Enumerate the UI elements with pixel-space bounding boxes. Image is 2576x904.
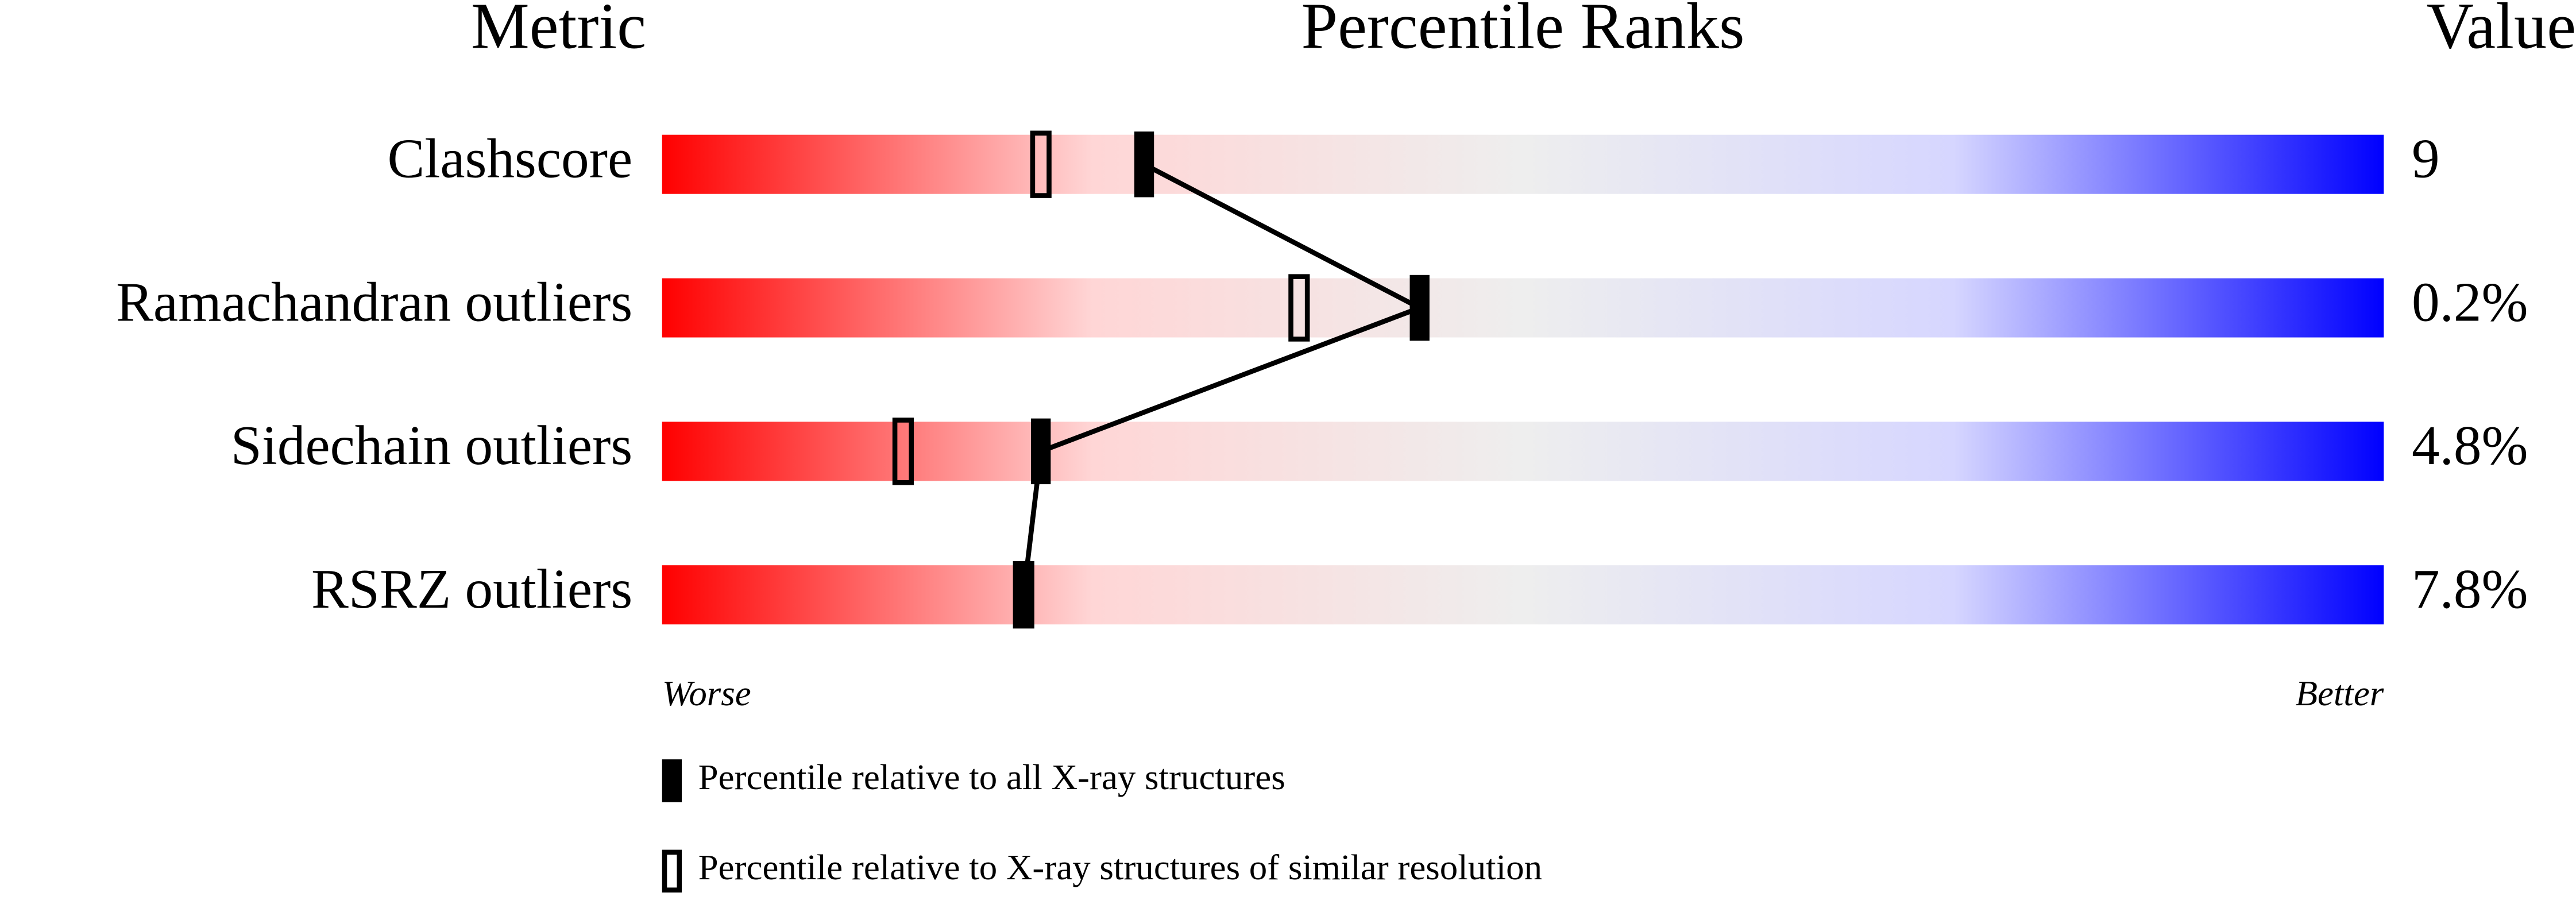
metric-label: Ramachandran outliers [116, 271, 632, 333]
legend-label: Percentile relative to all X-ray structu… [698, 757, 1285, 797]
chart-title: Percentile Ranks [1301, 0, 1745, 63]
metric-value: 4.8% [2412, 415, 2528, 477]
slider-bar [662, 422, 2384, 481]
percentile-marker-all [1031, 418, 1051, 485]
metric-value: 9 [2412, 128, 2440, 190]
value-header: Value [2427, 0, 2576, 63]
metric-header: Metric [471, 0, 646, 63]
legend-swatch [662, 849, 682, 893]
percentile-marker-all [1134, 131, 1154, 198]
percentile-marker-similar [1288, 274, 1310, 342]
metric-label: Clashscore [388, 128, 633, 190]
slider-bar [662, 278, 2384, 338]
percentile-marker-all [1014, 562, 1034, 628]
worse-label: Worse [662, 673, 751, 713]
better-label: Better [2296, 673, 2384, 713]
slider-bar [662, 134, 2384, 194]
percentile-marker-similar [892, 418, 914, 485]
connector-line [1021, 162, 1426, 596]
metric-value: 7.8% [2412, 558, 2528, 620]
legend-label: Percentile relative to X-ray structures … [698, 847, 1542, 887]
metric-value: 0.2% [2412, 271, 2528, 333]
metric-label: RSRZ outliers [311, 558, 632, 620]
slider-bar [662, 565, 2384, 625]
metric-label: Sidechain outliers [231, 415, 632, 477]
percentile-marker-all [1409, 275, 1430, 341]
percentile-marker-similar [1030, 130, 1052, 198]
legend-swatch [662, 759, 682, 802]
